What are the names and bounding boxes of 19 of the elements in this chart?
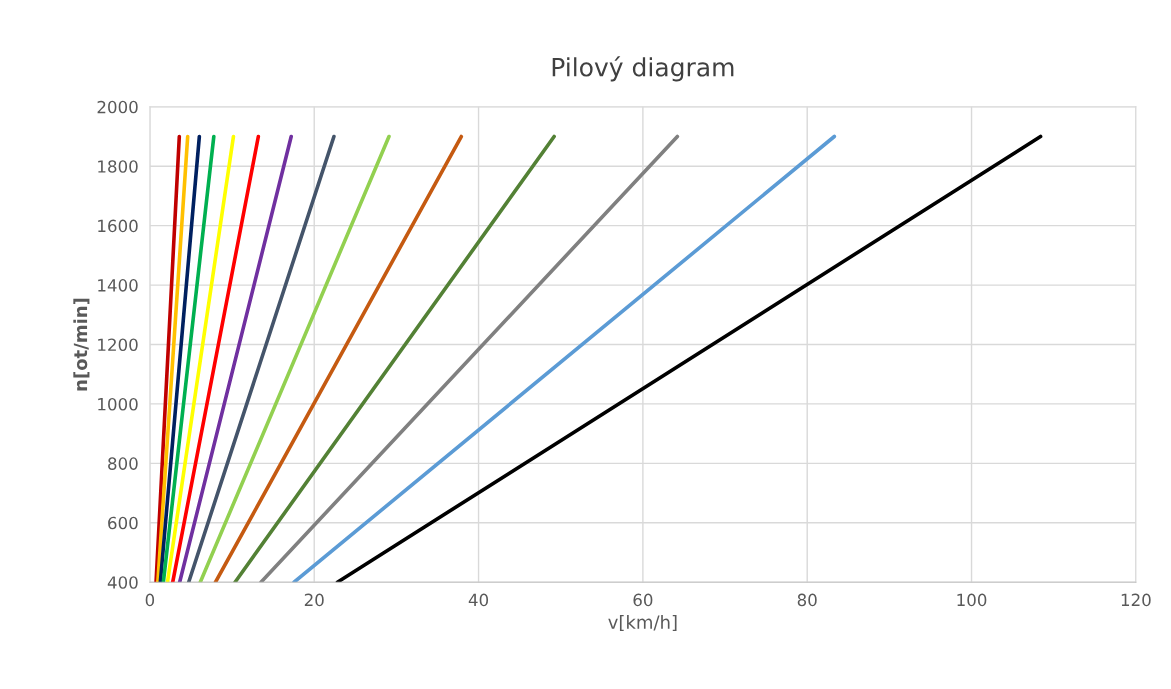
y-tick-label: 2000 bbox=[97, 100, 138, 114]
y-tick-label: 800 bbox=[108, 457, 138, 470]
x-axis-title: v[km/h] bbox=[608, 615, 677, 632]
y-tick-label: 1200 bbox=[98, 338, 138, 352]
x-tick-label: 0 bbox=[145, 593, 155, 607]
x-tick-label: 100 bbox=[957, 593, 987, 607]
y-axis-title: n[ot/min] bbox=[73, 298, 90, 391]
y-tick-label: 1800 bbox=[98, 160, 138, 173]
x-tick-label: 40 bbox=[468, 593, 489, 607]
y-tick-label: 1000 bbox=[98, 397, 138, 411]
y-tick-label: 1600 bbox=[98, 219, 138, 233]
x-tick-label: 60 bbox=[633, 593, 653, 607]
y-tick-label: 400 bbox=[107, 576, 138, 589]
y-tick-label: 1400 bbox=[98, 279, 138, 292]
x-tick-label: 80 bbox=[797, 593, 817, 607]
chart-title: Pilový diagram bbox=[552, 56, 734, 82]
x-tick-label: 20 bbox=[304, 593, 324, 607]
x-tick-label: 120 bbox=[1121, 593, 1151, 607]
y-tick-label: 600 bbox=[108, 516, 138, 530]
